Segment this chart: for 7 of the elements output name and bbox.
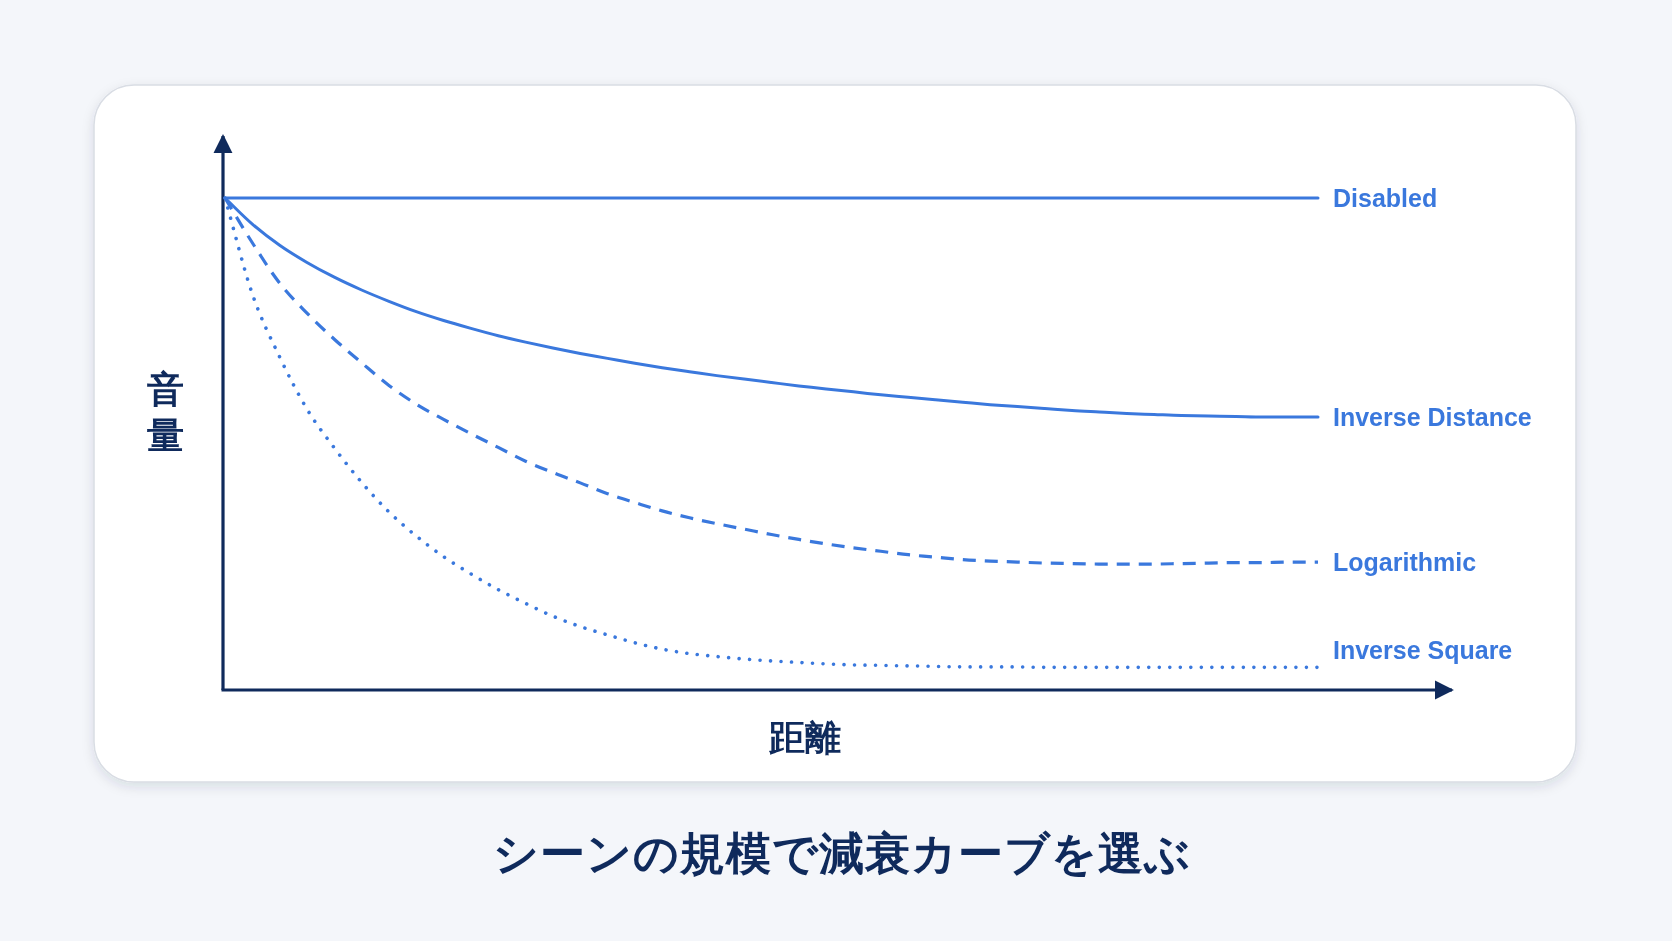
series-label: Inverse Distance	[1333, 402, 1532, 431]
x-axis-title: 距離	[768, 716, 841, 758]
text: シーンの規模で減衰カーブを選ぶ	[493, 827, 1191, 879]
y-axis-title: 音量	[146, 368, 184, 456]
series-label: Inverse Square	[1333, 636, 1513, 664]
series-label: Logarithmic	[1333, 548, 1477, 577]
series-label: Disabled	[1333, 184, 1438, 212]
